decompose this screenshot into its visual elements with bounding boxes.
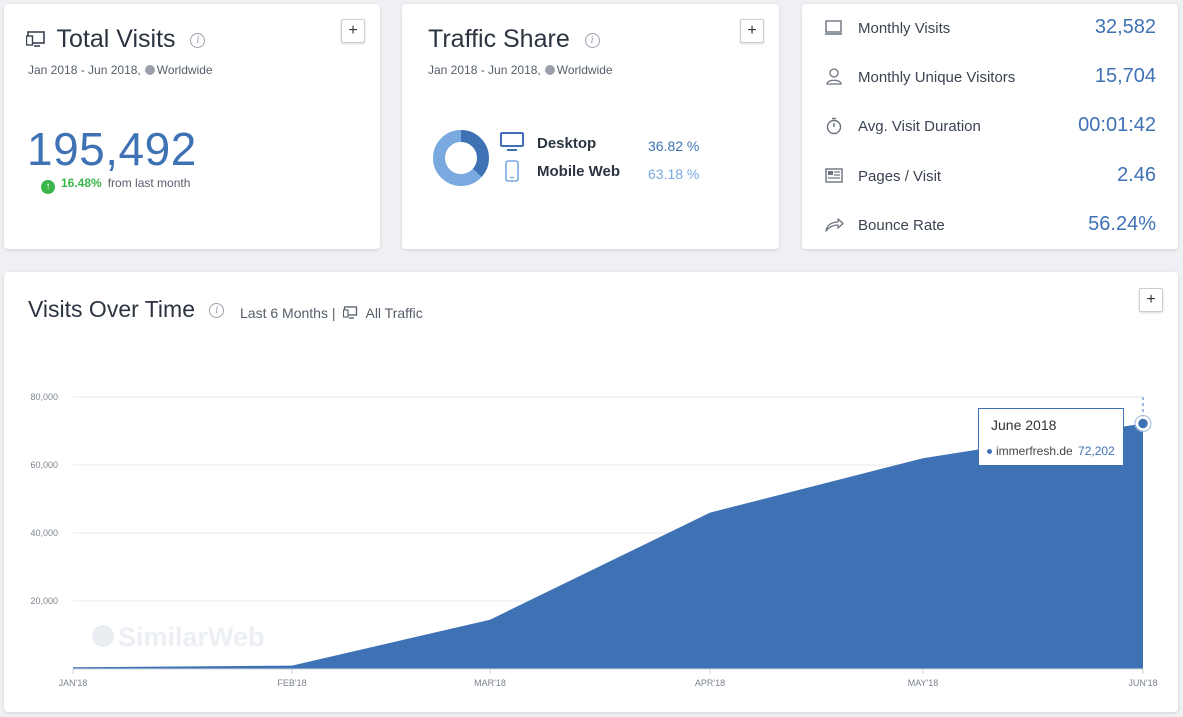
metric-value: 15,704: [1094, 65, 1156, 87]
stopwatch-icon: [826, 117, 842, 135]
metric-monthly-visits: Monthly Visits 32,582: [824, 14, 1156, 44]
tooltip-site: immerfresh.de: [996, 444, 1073, 458]
change-text: from last month: [107, 176, 191, 190]
metric-label: Monthly Visits: [858, 20, 951, 37]
traffic-share-title: Traffic Share: [428, 25, 570, 53]
legend-dot-icon: [987, 449, 992, 454]
metrics-card: [802, 4, 1178, 249]
total-visits-card: Total Visits i + Jan 2018 - Jun 2018, Wor…: [4, 4, 380, 249]
traffic-share-subline: Jan 2018 - Jun 2018, Worldwide: [428, 63, 613, 77]
tooltip-row: immerfresh.de 72,202: [987, 444, 1115, 458]
bounce-icon: [825, 218, 844, 232]
metric-value: 2.46: [1117, 164, 1156, 186]
total-visits-region: Worldwide: [156, 63, 213, 77]
metric-label: Pages / Visit: [858, 168, 942, 185]
mobile-icon: [505, 160, 519, 182]
info-icon[interactable]: i: [190, 32, 206, 48]
traffic-share-desktop-label: Desktop: [537, 135, 597, 152]
donut-slice-mobile[interactable]: [433, 130, 489, 186]
metric-label: Avg. Visit Duration: [858, 118, 981, 135]
traffic-share-donut: [433, 130, 489, 186]
arrow-up-icon: ↑: [41, 180, 55, 194]
info-icon[interactable]: i: [209, 303, 225, 319]
traffic-share-desktop-value: 36.82 %: [648, 138, 700, 154]
total-visits-subline: Jan 2018 - Jun 2018, Worldwide: [28, 63, 213, 77]
traffic-share-mobile-label: Mobile Web: [537, 163, 621, 180]
info-icon[interactable]: i: [584, 32, 600, 48]
traffic-share-add-button[interactable]: +: [740, 19, 764, 43]
metric-label: Monthly Unique Visitors: [858, 69, 1016, 86]
traffic-share-mobile-value: 63.18 %: [648, 166, 700, 182]
metric-label: Bounce Rate: [858, 217, 945, 234]
tooltip-title: June 2018: [991, 417, 1057, 433]
visits-range-selector[interactable]: Last 6 Months | All Traffic: [240, 305, 423, 321]
monitor-icon: [825, 20, 842, 35]
traffic-label: All Traffic: [365, 305, 423, 321]
monitor-icon: [343, 306, 358, 319]
metric-unique-visitors: Monthly Unique Visitors 15,704: [824, 63, 1156, 93]
visits-over-time-title-row: Visits Over Time i: [28, 296, 225, 323]
total-visits-change: ↑ 16.48% from last month: [41, 176, 190, 194]
change-percent: 16.48%: [61, 176, 102, 190]
range-label: Last 6 Months |: [240, 305, 336, 321]
visits-over-time-title: Visits Over Time: [28, 296, 195, 322]
metric-value: 32,582: [1094, 16, 1156, 38]
visits-over-time-add-button[interactable]: +: [1139, 288, 1163, 312]
metric-value: 00:01:42: [1078, 114, 1156, 136]
tooltip-value: 72,202: [1078, 444, 1115, 458]
traffic-share-date-range: Jan 2018 - Jun 2018,: [428, 63, 541, 77]
metric-pages-per-visit: Pages / Visit 2.46: [824, 162, 1156, 192]
monitor-icon: [25, 31, 45, 47]
metric-bounce-rate: Bounce Rate 56.24%: [824, 211, 1156, 241]
visits-over-time-card: [4, 272, 1178, 712]
total-visits-title: Total Visits: [56, 25, 176, 53]
globe-icon: [544, 65, 555, 75]
total-visits-add-button[interactable]: +: [341, 19, 365, 43]
traffic-share-title-row: Traffic Share i: [428, 25, 600, 54]
pages-icon: [825, 168, 843, 183]
desktop-icon: [500, 132, 524, 151]
chart-tooltip: June 2018 immerfresh.de 72,202: [978, 408, 1124, 466]
metric-value: 56.24%: [1088, 213, 1156, 235]
metric-avg-visit-duration: Avg. Visit Duration 00:01:42: [824, 112, 1156, 142]
total-visits-value: 195,492: [27, 123, 197, 175]
user-icon: [826, 68, 842, 85]
globe-icon: [144, 65, 155, 75]
total-visits-title-row: Total Visits i: [25, 25, 206, 54]
traffic-share-region: Worldwide: [556, 63, 613, 77]
total-visits-date-range: Jan 2018 - Jun 2018,: [28, 63, 141, 77]
